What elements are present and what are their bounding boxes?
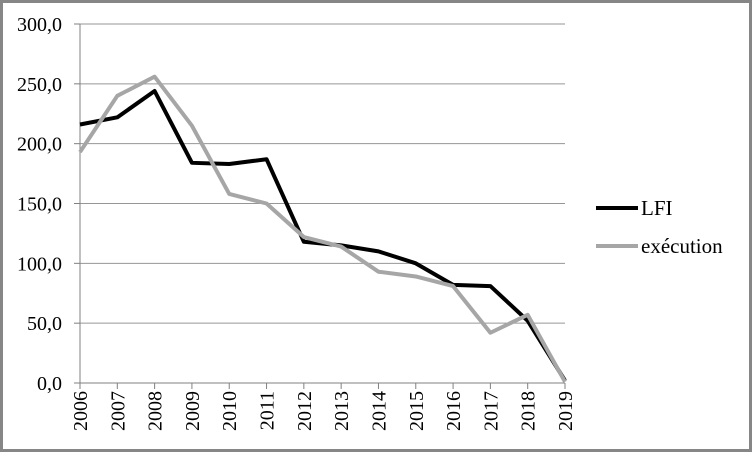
x-tick-label: 2008 [145,391,167,431]
x-tick-label: 2007 [107,391,129,431]
legend: LFI exécution [596,196,723,258]
y-tick-label: 100,0 [17,253,62,275]
axes [74,23,566,389]
y-tick-label: 300,0 [17,14,62,36]
series-line-exécution [78,74,567,383]
x-tick-label: 2013 [331,391,353,431]
x-tick-label: 2012 [294,391,316,431]
y-tick-label: 150,0 [17,194,62,216]
x-tick-label: 2006 [70,391,92,431]
x-tick-label: 2016 [443,391,465,431]
y-tick-label: 200,0 [17,134,62,156]
legend-label: exécution [641,234,723,258]
legend-label: LFI [641,196,673,220]
x-tick-label: 2017 [480,391,502,431]
x-tick-label: 2018 [518,391,540,431]
x-tick-label: 2011 [257,391,279,430]
x-tick-label: 2014 [368,391,390,431]
y-tick-label: 50,0 [27,313,62,335]
x-tick-label: 2009 [182,391,204,431]
x-tick-label: 2019 [555,391,577,431]
data-series [78,74,567,383]
x-tick-label: 2010 [219,391,241,431]
x-tick-label: 2015 [406,391,428,431]
y-tick-label: 0,0 [37,373,62,395]
y-axis-tick-labels: 0,0 50,0 100,0 150,0 200,0 250,0 300,0 [17,14,62,395]
x-axis-tick-labels: 2006 2007 2008 2009 2010 2011 2012 2013 2014 2015… [70,391,577,431]
y-tick-label: 250,0 [17,74,62,96]
